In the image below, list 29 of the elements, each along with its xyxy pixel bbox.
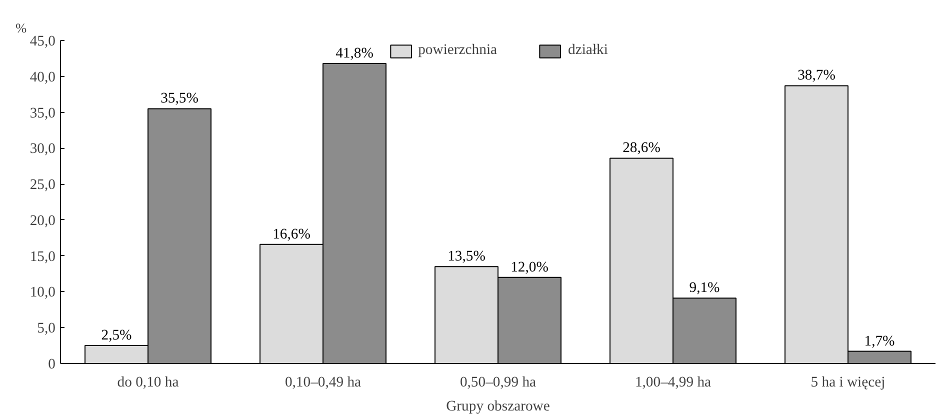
data-label: 9,1% bbox=[689, 280, 720, 296]
y-tick-label: 40,0 bbox=[30, 69, 56, 86]
x-tick-label: 0,10–0,49 ha bbox=[284, 374, 362, 390]
x-tick-label: 0,50–0,99 ha bbox=[460, 374, 537, 390]
x-tick-label: 1,00–4,99 ha bbox=[634, 374, 712, 390]
y-tick-label: 30,0 bbox=[30, 141, 56, 158]
y-tick-label: 0 bbox=[48, 356, 56, 372]
legend-label: działki bbox=[568, 42, 608, 59]
x-tick-label: 5 ha i więcej bbox=[810, 374, 886, 390]
y-axis-title: % bbox=[16, 20, 27, 36]
y-tick-label: 25,0 bbox=[30, 177, 56, 194]
data-label: 12,0% bbox=[510, 259, 548, 276]
data-label: 41,8% bbox=[336, 45, 374, 62]
data-label: 2,5% bbox=[101, 328, 132, 344]
y-tick-label: 35,0 bbox=[30, 105, 56, 122]
y-tick-label: 20,0 bbox=[30, 212, 56, 229]
data-label: 38,7% bbox=[798, 68, 836, 84]
data-label: 16,6% bbox=[272, 226, 310, 242]
x-axis-title: Grupy obszarowe bbox=[446, 398, 550, 414]
data-label: 13,5% bbox=[448, 248, 486, 265]
data-label: 1,7% bbox=[864, 333, 895, 350]
y-tick-label: 15,0 bbox=[30, 248, 56, 265]
data-label: 35,5% bbox=[160, 90, 198, 107]
legend-label: powierzchnia bbox=[418, 42, 498, 59]
data-label: 28,6% bbox=[622, 140, 660, 156]
y-tick-label: 45,0 bbox=[30, 34, 56, 50]
y-tick-label: 5,0 bbox=[37, 320, 56, 337]
x-tick-label: do 0,10 ha bbox=[117, 374, 180, 390]
y-tick-label: 10,0 bbox=[30, 284, 56, 301]
